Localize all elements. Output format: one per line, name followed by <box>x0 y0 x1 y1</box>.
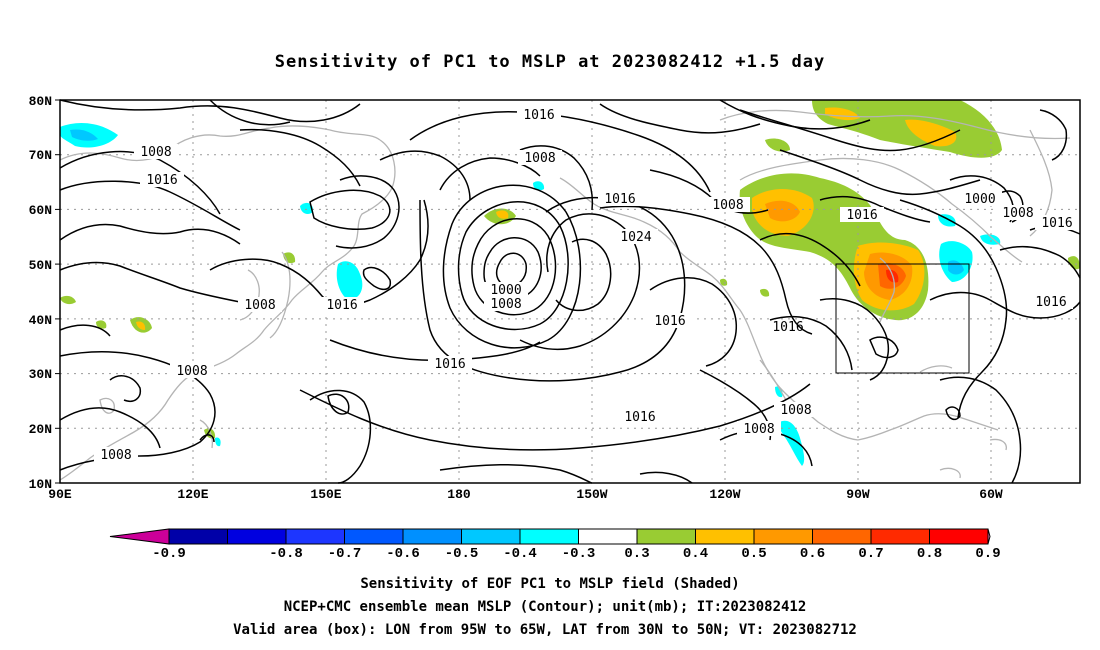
contour-label: 1016 <box>523 108 554 123</box>
contour-labels: 1016 1008 1016 1008 1016 1024 1000 1008 … <box>94 107 1079 463</box>
contour-label: 1008 <box>712 198 743 213</box>
lat-tick-label: 60N <box>29 203 52 218</box>
colorbar-swatch <box>519 528 579 545</box>
map-frame <box>59 99 1081 484</box>
colorbar-swatch <box>344 528 404 545</box>
colorbar-tick-label: -0.4 <box>503 546 537 562</box>
contour-label: 1016 <box>434 357 465 372</box>
colorbar: -0.9 -0.8 -0.7 -0.6 -0.5 -0.4 -0.3 0.3 0.4 0.5 0.6… <box>109 528 1001 562</box>
colorbar-tick-label: -0.9 <box>152 546 186 562</box>
valid-area-box <box>835 263 970 374</box>
contour-label: 1016 <box>624 410 655 425</box>
lon-tick-label: 90E <box>48 487 72 502</box>
colorbar-swatch <box>753 528 813 545</box>
contour-label: 1000 <box>964 192 995 207</box>
contour-label: 1008 <box>100 448 131 463</box>
contour-label: 1008 <box>780 403 811 418</box>
colorbar-swatch <box>402 528 462 545</box>
lon-tick-label: 150W <box>576 487 607 502</box>
colorbar-swatch <box>812 528 872 545</box>
lat-tick-label: 80N <box>29 94 52 109</box>
lat-tick-label: 30N <box>29 367 52 382</box>
map-panel: 1016 1008 1016 1008 1016 1024 1000 1008 … <box>59 99 1081 484</box>
colorbar-swatch <box>227 528 287 545</box>
lon-tick-label: 180 <box>447 487 471 502</box>
coastlines <box>59 109 1071 481</box>
colorbar-tick-label: 0.6 <box>800 546 825 562</box>
colorbar-tick-label: -0.7 <box>328 546 362 562</box>
contour-label: 1008 <box>176 364 207 379</box>
lat-tick-label: 50N <box>29 258 52 273</box>
lon-tick-label: 90W <box>846 487 870 502</box>
contour-label: 1008 <box>524 151 555 166</box>
lat-tick-label: 70N <box>29 148 52 163</box>
colorbar-tick-label: 0.9 <box>975 546 1000 562</box>
lon-tick-label: 150E <box>310 487 341 502</box>
lon-tick-label: 60W <box>979 487 1003 502</box>
colorbar-tick-label: 0.8 <box>917 546 942 562</box>
longitude-axis: 90E 120E 150E 180 150W 120W 90W 60W <box>48 487 1003 502</box>
colorbar-tick-label: -0.3 <box>562 546 596 562</box>
graticule <box>60 100 1080 483</box>
colorbar-swatch <box>636 528 696 545</box>
colorbar-tick-label: -0.6 <box>386 546 420 562</box>
contour-label: 1016 <box>146 173 177 188</box>
caption-line-1: Sensitivity of EOF PC1 to MSLP field (Sh… <box>360 576 739 592</box>
contour-label: 1016 <box>772 320 803 335</box>
colorbar-swatch <box>578 528 638 545</box>
colorbar-low-end <box>109 528 170 545</box>
contour-label: 1000 <box>490 283 521 298</box>
contour-label: 1016 <box>846 208 877 223</box>
colorbar-swatch <box>929 528 989 545</box>
colorbar-swatch <box>870 528 930 545</box>
contour-label: 1024 <box>620 230 651 245</box>
contour-label: 1008 <box>140 145 171 160</box>
colorbar-swatch <box>695 528 755 545</box>
contour-label: 1016 <box>604 192 635 207</box>
figure-title: Sensitivity of PC1 to MSLP at 2023082412… <box>275 52 826 72</box>
caption-line-2: NCEP+CMC ensemble mean MSLP (Contour); u… <box>284 599 807 615</box>
lat-tick-label: 40N <box>29 313 52 328</box>
latitude-axis: 80N 70N 60N 50N 40N 30N 20N 10N <box>29 94 60 492</box>
contour-label: 1008 <box>1002 206 1033 221</box>
colorbar-tick-label: 0.4 <box>683 546 708 562</box>
contour-label: 1016 <box>1041 216 1072 231</box>
colorbar-swatch <box>285 528 345 545</box>
caption-line-3: Valid area (box): LON from 95W to 65W, L… <box>233 622 857 638</box>
contour-label: 1016 <box>654 314 685 329</box>
positive-sensitivity-shading <box>60 100 1080 439</box>
lat-tick-label: 20N <box>29 422 52 437</box>
colorbar-tick-label: -0.5 <box>445 546 479 562</box>
contour-label: 1016 <box>1035 295 1066 310</box>
colorbar-swatch <box>461 528 521 545</box>
contour-label: 1008 <box>490 297 521 312</box>
lon-tick-label: 120W <box>709 487 740 502</box>
contour-label: 1016 <box>326 298 357 313</box>
colorbar-high-end <box>987 528 991 545</box>
colorbar-tick-label: 0.7 <box>858 546 883 562</box>
lat-tick-label: 10N <box>29 477 52 492</box>
contour-label: 1008 <box>743 422 774 437</box>
colorbar-swatch <box>168 528 228 545</box>
lon-tick-label: 120E <box>177 487 208 502</box>
colorbar-tick-label: -0.8 <box>269 546 303 562</box>
contour-label: 1008 <box>244 298 275 313</box>
mslp-contours <box>59 99 1081 484</box>
colorbar-tick-label: 0.5 <box>741 546 766 562</box>
colorbar-tick-label: 0.3 <box>624 546 649 562</box>
